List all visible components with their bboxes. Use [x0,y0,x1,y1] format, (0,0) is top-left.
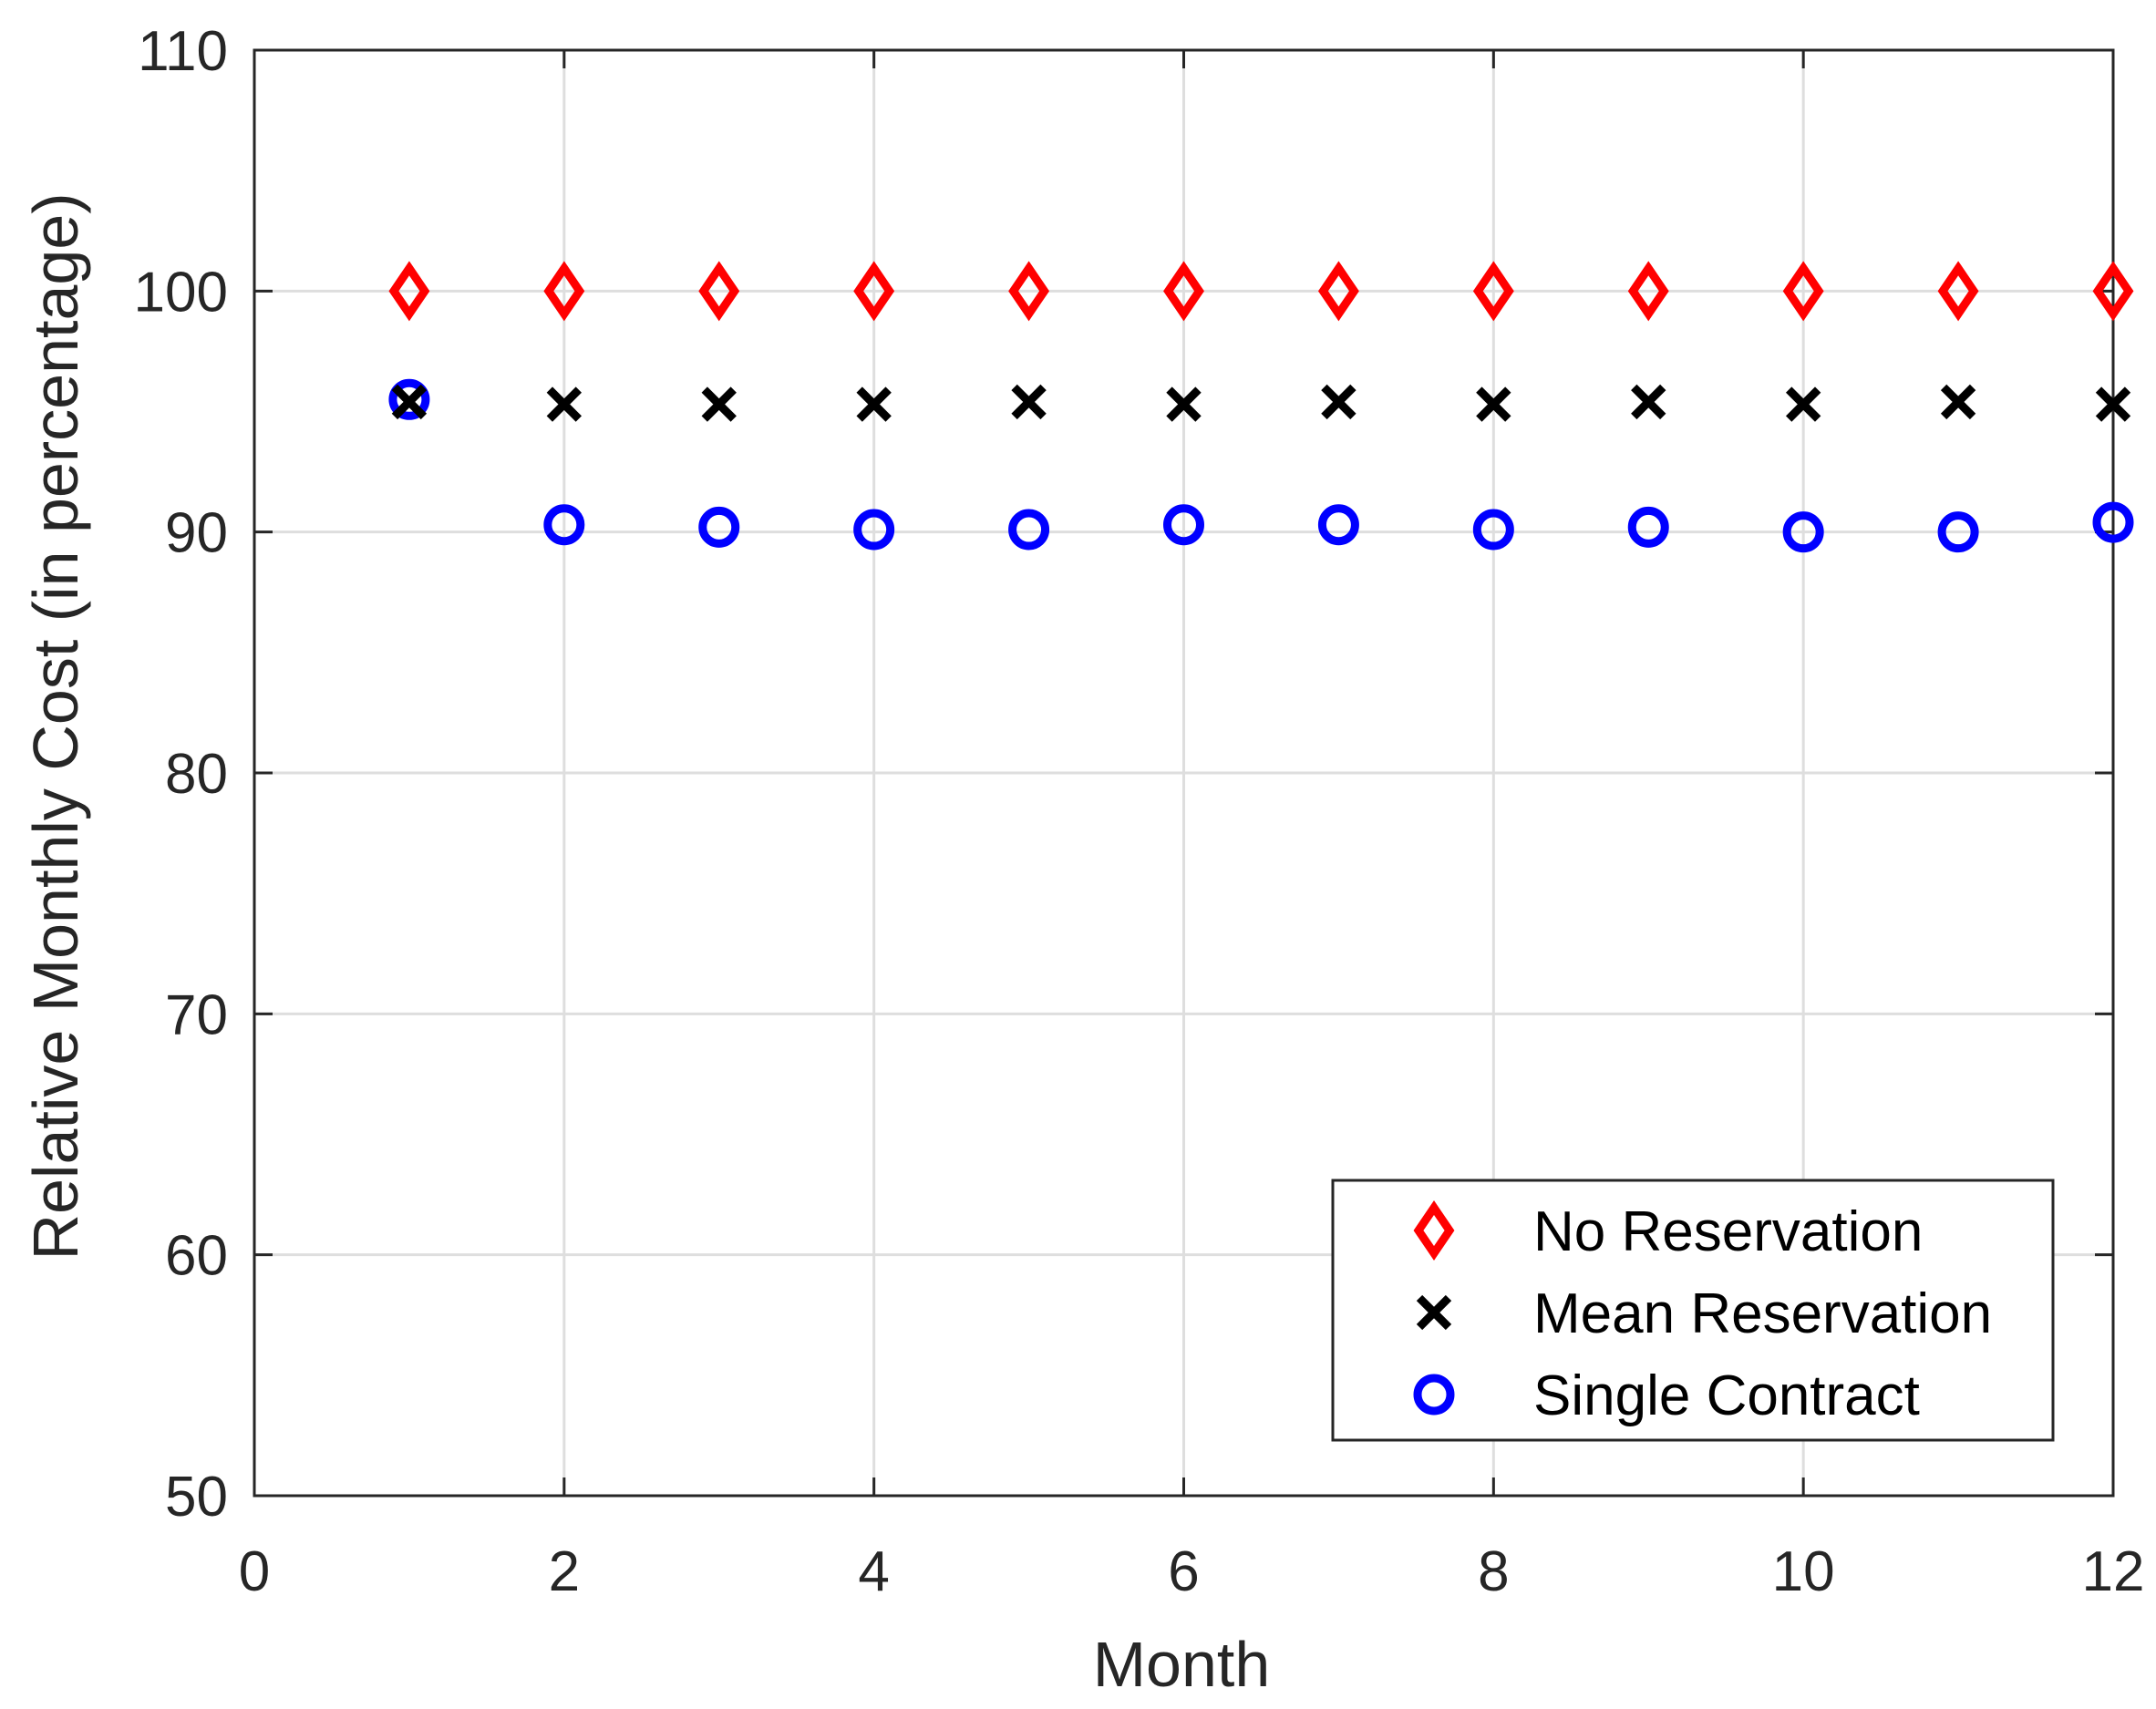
x-tick-label: 6 [1168,1540,1199,1603]
y-tick-label: 60 [165,1225,228,1288]
single-contract-point [1472,509,1514,551]
single-contract-point [853,509,895,551]
mean-reservation-point [546,386,583,422]
single-contract-point [2092,501,2134,543]
y-tick-label: 80 [165,743,228,806]
mean-reservation-point [391,384,428,420]
single-contract-point [1937,511,1979,553]
y-tick-label: 110 [138,20,228,83]
x-tick-label: 4 [858,1540,889,1603]
mean-reservation-point [1321,384,1357,420]
mean-reservation-point [1940,384,1976,420]
no-reservation-point [1008,261,1050,322]
x-tick-label: 12 [2082,1540,2145,1603]
single-contract-point [1008,509,1050,551]
single-contract-point [1163,504,1204,546]
single-contract-point [543,504,585,546]
mean-reservation-point [1631,384,1666,420]
legend-entry-no-reservation: No Reservation [1413,1199,1923,1263]
y-tick-label: 70 [165,983,228,1046]
y-axis-title: Relative Monthly Cost (in percentage) [20,192,91,1260]
x-tick-label: 8 [1478,1540,1509,1603]
single-contract-point [1317,504,1359,546]
legend: No Reservation Mean Reservation Single Con… [1331,1179,2055,1442]
legend-marker-no-reservation [1413,1199,1455,1261]
grid [254,50,2113,1496]
mean-reservation-point [701,386,737,422]
no-reservation-point [1627,261,1669,322]
y-tick-label: 50 [165,1466,228,1529]
legend-marker-single-contract [1413,1374,1455,1416]
no-reservation-point [1782,261,1824,322]
no-reservation-point [543,261,585,322]
no-reservation-point [1163,261,1204,322]
legend-label-mean-reservation: Mean Reservation [1533,1282,1992,1345]
no-reservation-point [1937,261,1979,322]
mean-reservation-point [1166,386,1202,422]
single-contract-point [1782,511,1824,553]
no-reservation-point [1472,261,1514,322]
legend-entry-single-contract: Single Contract [1413,1364,1920,1427]
x-axis-title: Month [1093,1629,1271,1700]
no-reservation-point [1317,261,1359,322]
mean-reservation-point [1785,386,1821,422]
x-tick-label: 2 [549,1540,580,1603]
single-contract-point [388,378,430,420]
x-tick-label: 10 [1772,1540,1835,1603]
no-reservation-point [698,261,740,322]
legend-entry-mean-reservation: Mean Reservation [1416,1282,1992,1345]
legend-marker-mean-reservation [1416,1294,1452,1331]
tick-labels: 0 2 4 6 8 10 12 50 60 70 80 90 100 110 [134,20,2145,1603]
y-tick-label: 90 [165,502,228,565]
mean-reservation-point [1011,384,1047,420]
legend-label-no-reservation: No Reservation [1533,1200,1923,1263]
no-reservation-point [2092,261,2134,322]
axes [253,48,2115,1498]
mean-reservation-point [1476,386,1511,422]
single-contract-point [1627,506,1669,548]
mean-reservation-point [2095,386,2131,422]
data-marks [388,261,2134,553]
legend-label-single-contract: Single Contract [1533,1364,1920,1427]
mean-reservation-point [856,386,892,422]
no-reservation-point [853,261,895,322]
y-tick-label: 100 [134,261,228,324]
no-reservation-point [388,261,430,322]
x-tick-label: 0 [239,1540,270,1603]
single-contract-point [698,506,740,548]
